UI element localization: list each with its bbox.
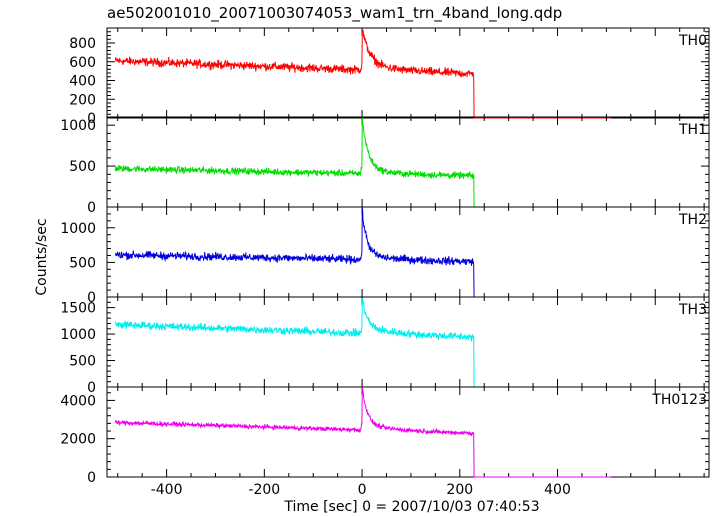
panel-frame (106, 27, 710, 119)
y-tick-label: 200 (69, 92, 96, 108)
series-line-th0123 (114, 386, 612, 478)
x-tick-label: -200 (248, 482, 280, 498)
panel-th0123: 0 2000 4000 TH0123 (60, 386, 710, 486)
panel-frame (106, 386, 710, 478)
series-line-th0 (114, 29, 612, 119)
panel-label: TH1 (678, 122, 707, 138)
y-tick-label: 600 (69, 55, 96, 71)
panel-frame (106, 206, 710, 298)
panel-label: TH0 (678, 33, 707, 49)
series-line-th3 (114, 298, 612, 388)
x-tick-label: 0 (358, 482, 367, 498)
y-tick-label: 1000 (60, 327, 96, 343)
x-axis-tick-labels: -400 -200 0 200 400 (151, 482, 571, 498)
x-tick-label: -400 (151, 482, 183, 498)
y-tick-label: 4000 (60, 393, 96, 409)
y-tick-label: 500 (69, 255, 96, 271)
series-line-th2 (114, 206, 612, 298)
panel-frame (106, 116, 710, 208)
y-tick-label: 1000 (60, 118, 96, 134)
y-tick-label: 500 (69, 354, 96, 370)
y-tick-label: 0 (87, 111, 96, 127)
y-tick-label: 800 (69, 36, 96, 52)
x-tick-label: 400 (544, 482, 571, 498)
y-tick-label: 0 (87, 470, 96, 486)
y-tick-label: 1500 (60, 301, 96, 317)
y-tick-label: 0 (87, 290, 96, 306)
y-tick-label: 1000 (60, 221, 96, 237)
y-tick-label: 0 (87, 380, 96, 396)
panel-th0: 0 200 400 600 800 TH0 (69, 27, 710, 127)
x-tick-label: 200 (446, 482, 473, 498)
y-tick-label: 0 (87, 200, 96, 216)
panels: 0 200 400 600 800 TH0 0 500 1000 TH1 0 500 1000 TH2 0 5… (60, 27, 710, 486)
chart-title: ae502001010_20071003074053_wam1_trn_4ban… (107, 4, 562, 23)
panel-label: TH2 (678, 212, 707, 228)
panel-th1: 0 500 1000 TH1 (60, 116, 710, 216)
panel-label: TH3 (678, 302, 707, 318)
panel-th3: 0 500 1000 1500 TH3 (60, 296, 710, 396)
y-tick-label: 400 (69, 74, 96, 90)
panel-label: TH0123 (651, 392, 707, 408)
panel-th2: 0 500 1000 TH2 (60, 206, 710, 306)
x-axis-label: Time [sec] 0 = 2007/10/03 07:40:53 (283, 499, 539, 515)
y-axis-label: Counts/sec (34, 218, 50, 295)
panel-frame (106, 296, 710, 388)
y-tick-label: 2000 (60, 432, 96, 448)
series-line-th1 (114, 117, 612, 208)
y-tick-label: 500 (69, 159, 96, 175)
